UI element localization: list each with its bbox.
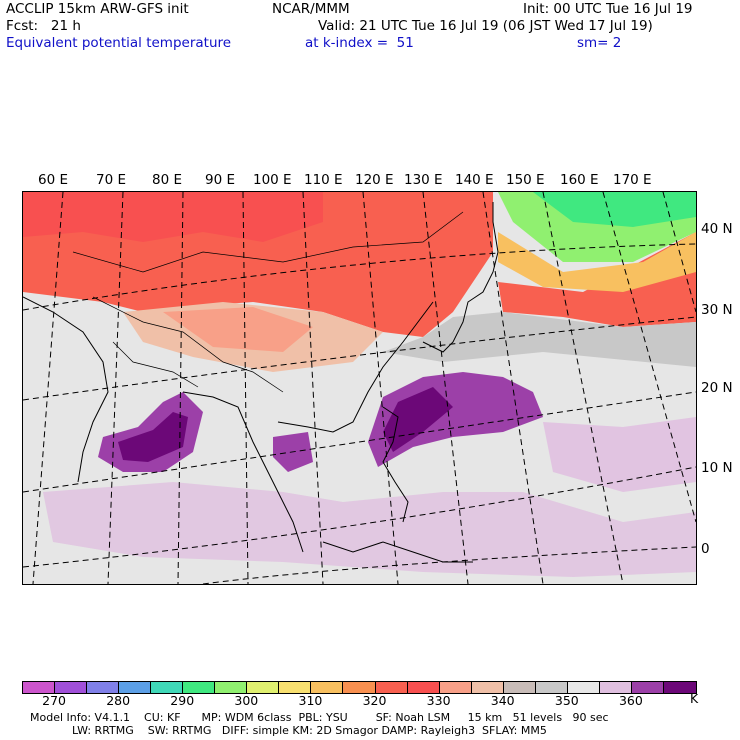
- lat-label: 20 N: [701, 380, 733, 396]
- physics-info-line: LW: RRTMG SW: RRTMG DIFF: simple KM: 2D …: [72, 724, 547, 737]
- init-time: Init: 00 UTC Tue 16 Jul 19: [523, 1, 693, 17]
- lon-label: 150 E: [506, 172, 545, 188]
- colorbar-swatch: [439, 682, 472, 693]
- colorbar-unit: K: [690, 691, 699, 706]
- field-name: Equivalent potential temperature: [6, 35, 232, 51]
- lat-label: 0: [701, 541, 710, 557]
- lon-label: 140 E: [455, 172, 494, 188]
- region-orange-band: [163, 307, 313, 352]
- colorbar-tick-label: 310: [298, 693, 323, 708]
- colorbar-swatch: [119, 682, 152, 693]
- colorbar-swatch: [279, 682, 312, 693]
- colorbar-swatch: [567, 682, 600, 693]
- lon-label: 60 E: [38, 172, 68, 188]
- colorbar-tick-label: 340: [490, 693, 515, 708]
- colorbar-tick-label: 320: [362, 693, 387, 708]
- lon-label: 120 E: [355, 172, 394, 188]
- colorbar-swatch: [151, 682, 184, 693]
- lon-label: 70 E: [96, 172, 126, 188]
- region-pacific-yellow: [498, 232, 696, 292]
- colorbar-tick-label: 350: [554, 693, 579, 708]
- lon-label: 110 E: [304, 172, 343, 188]
- colorbar-swatch: [663, 682, 696, 693]
- colorbar-tick-label: 290: [170, 693, 195, 708]
- level-index: at k-index = 51: [305, 35, 414, 51]
- region-tropics: [43, 482, 696, 577]
- colorbar-swatch: [183, 682, 216, 693]
- colorbar-swatch: [87, 682, 120, 693]
- lon-label: 170 E: [613, 172, 652, 188]
- model-title: ACCLIP 15km ARW-GFS init: [6, 1, 189, 17]
- model-info-line: Model Info: V4.1.1 CU: KF MP: WDM 6class…: [30, 711, 609, 724]
- region-north-red: [23, 192, 323, 242]
- producer-label: NCAR/MMM: [272, 1, 350, 17]
- lon-label: 80 E: [152, 172, 182, 188]
- region-pacific-orange: [498, 232, 696, 327]
- colorbar-swatch: [247, 682, 280, 693]
- colorbar-tick-label: 330: [426, 693, 451, 708]
- colorbar-swatch: [375, 682, 408, 693]
- lon-label: 130 E: [404, 172, 443, 188]
- colorbar-tick-label: 270: [42, 693, 66, 708]
- country-borders: [72, 211, 464, 393]
- colorbar-swatch: [471, 682, 504, 693]
- lon-label: 100 E: [253, 172, 292, 188]
- lon-label: 90 E: [205, 172, 235, 188]
- theta-e-map: [22, 191, 697, 585]
- colorbar-swatch: [23, 682, 56, 693]
- region-bay-of-bengal-core: [118, 412, 188, 462]
- colorbar-swatch: [631, 682, 664, 693]
- smoothing-label: sm= 2: [577, 35, 622, 51]
- colorbar-swatch: [55, 682, 88, 693]
- colorbar: [22, 681, 697, 694]
- colorbar-swatch: [535, 682, 568, 693]
- colorbar-swatch: [215, 682, 248, 693]
- lat-label: 40 N: [701, 221, 733, 237]
- colorbar-tick-label: 280: [106, 693, 131, 708]
- forecast-hour: Fcst: 21 h: [6, 18, 81, 34]
- graticule: [23, 192, 696, 584]
- colorbar-swatch: [503, 682, 536, 693]
- valid-time: Valid: 21 UTC Tue 16 Jul 19 (06 JST Wed …: [318, 18, 653, 34]
- colorbar-swatch: [343, 682, 376, 693]
- lat-label: 30 N: [701, 302, 733, 318]
- region-philippine-sea: [368, 372, 543, 467]
- colorbar-tick-label: 360: [618, 693, 643, 708]
- colorbar-swatch: [407, 682, 440, 693]
- lat-label: 10 N: [701, 460, 733, 476]
- region-west-pacific: [543, 417, 696, 492]
- colorbar-swatch: [311, 682, 344, 693]
- colorbar-tick-label: 300: [234, 693, 259, 708]
- region-pacific-teal: [533, 192, 696, 227]
- lon-label: 160 E: [560, 172, 599, 188]
- colorbar-swatch: [599, 682, 632, 693]
- map-plot: [23, 192, 696, 584]
